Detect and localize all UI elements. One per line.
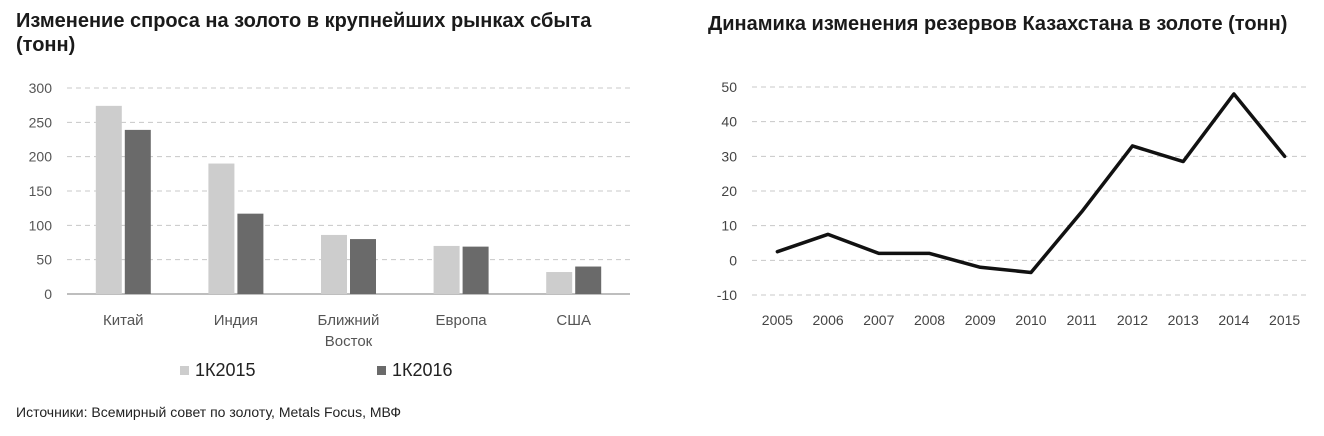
x-tick-label: Индия [214, 312, 258, 329]
y-tick-label: 30 [721, 148, 737, 164]
legend-item-1k2016: 1К2016 [377, 360, 453, 381]
x-tick-label: США [556, 312, 591, 329]
bar-1k2015 [208, 163, 235, 294]
x-tick-label: 2005 [762, 312, 793, 328]
y-tick-label: 50 [36, 252, 52, 268]
x-tick-label: Восток [325, 333, 373, 350]
x-tick-label: 2014 [1218, 312, 1249, 328]
y-tick-label: 0 [729, 252, 737, 268]
source-note: Источники: Всемирный совет по золоту, Me… [16, 404, 402, 420]
legend-swatch [180, 366, 189, 375]
line-chart: -10 0 10 20 30 40 50 2005 2006 2007 2008 2009 2010 20… [717, 79, 1310, 328]
y-tick-label: 50 [721, 79, 737, 95]
bar-chart-title: Изменение спроса на золото в крупнейших … [16, 10, 592, 56]
y-tick-label: 10 [721, 218, 737, 234]
line-chart-title: Динамика изменения резервов Казахстана в… [708, 13, 1288, 35]
x-tick-label: 2006 [813, 312, 844, 328]
x-tick-label: Китай [103, 312, 144, 329]
x-tick-label: 2009 [965, 312, 996, 328]
x-tick-label: 2010 [1015, 312, 1046, 328]
series-line [775, 92, 1287, 275]
bar-1k2016 [124, 129, 151, 294]
x-tick-label: 2011 [1067, 312, 1097, 328]
x-tick-label: 2015 [1269, 312, 1300, 328]
x-tick-label: 2013 [1168, 312, 1199, 328]
y-tick-label: -10 [717, 287, 737, 303]
y-tick-label: 0 [44, 286, 52, 302]
y-tick-label: 100 [29, 217, 53, 233]
x-tick-label: Европа [436, 312, 488, 329]
y-tick-label: 250 [29, 114, 53, 130]
x-tick-label: 2008 [914, 312, 945, 328]
bar-chart: 0 50 100 150 200 250 300 Китай Индия Ближний Восто… [29, 80, 630, 350]
y-tick-label: 300 [29, 80, 53, 96]
bar-1k2015 [546, 272, 573, 294]
legend-swatch [377, 366, 386, 375]
x-tick-label: 2012 [1117, 312, 1148, 328]
bar-1k2015 [433, 245, 460, 294]
bar-1k2015 [95, 105, 122, 294]
x-tick-label: 2007 [863, 312, 894, 328]
bar-1k2015 [321, 234, 347, 294]
bar-1k2016 [350, 239, 376, 294]
y-tick-label: 150 [29, 183, 53, 199]
legend-item-1k2015: 1К2015 [180, 360, 256, 381]
y-tick-label: 20 [721, 183, 737, 199]
bar-1k2016 [575, 266, 602, 294]
y-tick-label: 40 [721, 114, 737, 130]
x-tick-label: Ближний [318, 312, 380, 329]
y-tick-label: 200 [29, 149, 53, 165]
legend-label: 1К2015 [195, 360, 256, 380]
bar-1k2016 [462, 246, 489, 294]
legend-label: 1К2016 [392, 360, 453, 380]
bar-1k2016 [237, 213, 264, 294]
